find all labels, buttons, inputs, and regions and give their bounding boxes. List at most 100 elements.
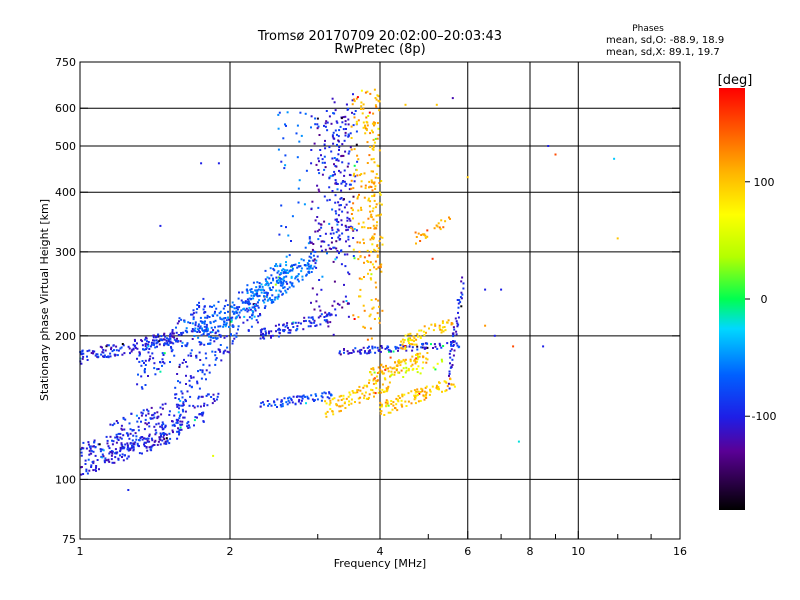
data-point: [371, 235, 374, 238]
data-point: [265, 295, 268, 298]
data-point: [140, 414, 143, 417]
data-point: [150, 437, 153, 440]
data-point: [387, 385, 390, 388]
data-point: [371, 189, 374, 192]
data-point: [185, 374, 187, 377]
data-point: [131, 429, 134, 432]
data-point: [379, 410, 382, 413]
data-point: [187, 427, 190, 429]
data-point: [370, 388, 373, 391]
data-point: [195, 355, 198, 357]
data-point: [354, 401, 356, 403]
data-point: [359, 295, 362, 298]
data-point: [387, 404, 390, 407]
data-point: [357, 119, 360, 122]
data-point: [347, 152, 350, 155]
data-point: [199, 343, 202, 346]
data-point: [367, 115, 370, 117]
data-point: [205, 394, 208, 397]
data-point: [316, 184, 319, 187]
data-point: [243, 315, 246, 318]
y-tick-label: 200: [55, 330, 76, 343]
data-point: [437, 222, 440, 225]
data-point: [392, 401, 395, 404]
data-point: [310, 241, 313, 244]
data-point: [326, 320, 329, 323]
data-point: [136, 347, 139, 350]
data-point: [159, 224, 162, 227]
data-point: [372, 148, 375, 151]
data-point: [101, 448, 104, 451]
data-point: [341, 161, 344, 164]
data-point: [281, 402, 284, 405]
data-point: [325, 402, 328, 405]
data-point: [136, 442, 139, 445]
data-point: [145, 347, 148, 350]
data-point: [291, 264, 294, 267]
data-point: [209, 305, 211, 308]
data-point: [449, 378, 452, 381]
data-point: [119, 454, 121, 457]
data-point: [362, 304, 365, 307]
data-point: [237, 325, 240, 328]
data-point: [260, 283, 263, 286]
data-point: [86, 350, 89, 353]
data-point: [332, 142, 335, 145]
data-point: [330, 122, 333, 125]
data-point: [310, 115, 313, 118]
data-point: [297, 321, 300, 324]
data-point: [205, 323, 208, 326]
data-point: [402, 341, 405, 344]
data-point: [352, 124, 355, 127]
x-tick-label: 1: [77, 545, 84, 558]
data-point: [350, 125, 353, 128]
data-point: [231, 340, 234, 343]
data-point: [218, 312, 221, 315]
data-point: [439, 344, 442, 347]
data-point: [395, 397, 398, 400]
data-point: [129, 352, 131, 355]
data-point: [288, 401, 291, 404]
data-point: [346, 108, 349, 111]
data-point: [396, 399, 399, 402]
data-point: [90, 464, 93, 467]
data-point: [272, 267, 275, 270]
data-point: [352, 93, 354, 96]
data-point: [175, 403, 178, 406]
data-point: [407, 333, 410, 336]
data-point: [279, 272, 282, 274]
data-point: [373, 318, 376, 320]
data-point: [212, 393, 215, 396]
data-point: [377, 95, 380, 98]
data-point: [512, 345, 515, 348]
data-point: [321, 249, 324, 252]
data-point: [374, 206, 377, 209]
data-point: [372, 368, 375, 371]
data-point: [340, 394, 343, 397]
data-point: [121, 446, 124, 449]
data-point: [368, 381, 370, 384]
data-point: [202, 420, 205, 423]
data-point: [282, 277, 285, 280]
data-point: [231, 342, 234, 345]
data-point: [114, 456, 117, 459]
data-point: [324, 139, 326, 142]
data-point: [203, 305, 206, 308]
data-point: [375, 387, 378, 390]
data-point: [350, 227, 353, 229]
data-point: [98, 468, 100, 471]
data-point: [278, 323, 280, 326]
data-point: [92, 445, 95, 448]
data-point: [250, 288, 253, 291]
data-point: [307, 316, 310, 319]
data-point: [267, 298, 270, 301]
data-point: [277, 113, 280, 116]
data-point: [358, 401, 361, 404]
data-point: [205, 378, 207, 381]
data-point: [123, 428, 126, 431]
data-point: [330, 248, 333, 250]
data-point: [370, 179, 373, 182]
data-point: [142, 409, 145, 412]
data-point: [159, 370, 162, 373]
data-point: [120, 424, 123, 427]
